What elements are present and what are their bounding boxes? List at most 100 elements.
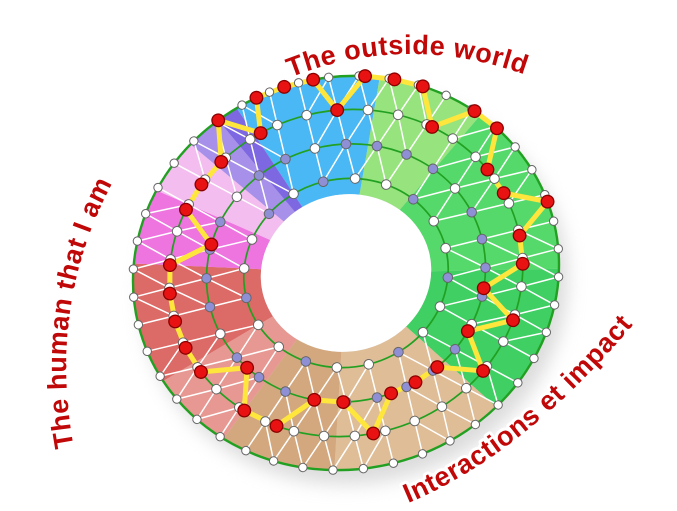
- node: [172, 394, 182, 404]
- sector-violet-light: [190, 120, 295, 222]
- donut-hole: [260, 194, 432, 352]
- sector-tan: [223, 339, 342, 471]
- node: [427, 163, 439, 175]
- node: [280, 386, 291, 397]
- node: [263, 208, 275, 220]
- node: [553, 244, 563, 254]
- node: [407, 193, 419, 205]
- node: [447, 133, 459, 144]
- node: [155, 371, 165, 381]
- node: [272, 119, 283, 131]
- node: [133, 320, 144, 330]
- node: [371, 140, 383, 152]
- node: [480, 262, 491, 273]
- node: [215, 328, 226, 340]
- red-node: [249, 90, 264, 105]
- node: [371, 392, 383, 403]
- node: [252, 319, 264, 331]
- red-node: [179, 202, 193, 217]
- red-node: [162, 286, 177, 301]
- node: [417, 326, 429, 338]
- node: [516, 281, 527, 292]
- node: [513, 378, 523, 388]
- node: [189, 136, 199, 146]
- node: [241, 292, 252, 304]
- red-node: [178, 340, 193, 355]
- node: [253, 371, 265, 383]
- node: [428, 215, 440, 227]
- node: [192, 414, 202, 425]
- red-node: [515, 256, 530, 271]
- red-node: [307, 392, 322, 407]
- node: [510, 142, 520, 152]
- red-node: [384, 386, 399, 401]
- node: [476, 233, 488, 245]
- node: [349, 430, 361, 442]
- node: [244, 134, 256, 145]
- red-node: [204, 237, 219, 252]
- node: [140, 209, 151, 219]
- node: [466, 206, 477, 218]
- node: [246, 234, 258, 245]
- node: [549, 300, 560, 310]
- node: [529, 353, 539, 364]
- node: [358, 463, 369, 474]
- node: [417, 449, 428, 459]
- red-node: [467, 104, 482, 119]
- node: [231, 191, 243, 203]
- node: [541, 327, 552, 337]
- node: [204, 301, 216, 313]
- red-node: [162, 258, 177, 273]
- node: [309, 143, 321, 154]
- red-node: [330, 103, 345, 118]
- sector-cyan: [236, 75, 380, 208]
- node: [142, 346, 152, 357]
- node: [388, 458, 399, 468]
- yellow-profile-path: [167, 73, 551, 436]
- node: [393, 346, 404, 358]
- node: [171, 225, 183, 237]
- red-node: [540, 194, 555, 209]
- red-node: [193, 365, 208, 379]
- red-node: [237, 403, 252, 418]
- node: [128, 264, 139, 274]
- red-node: [387, 72, 402, 87]
- node: [317, 176, 329, 188]
- sector-pink-light: [156, 144, 284, 240]
- node: [132, 236, 143, 246]
- node: [238, 263, 250, 274]
- node: [288, 188, 299, 200]
- red-node: [408, 375, 423, 390]
- red-node: [512, 228, 527, 243]
- red-node: [430, 360, 445, 375]
- red-node: [306, 72, 321, 87]
- node: [260, 416, 271, 427]
- node: [493, 400, 503, 410]
- node: [380, 425, 391, 437]
- node: [553, 272, 564, 282]
- red-node: [480, 162, 495, 177]
- node: [349, 173, 361, 184]
- red-node: [240, 360, 255, 375]
- node: [449, 183, 461, 194]
- node: [215, 216, 226, 228]
- node: [300, 356, 312, 367]
- red-node: [506, 313, 520, 328]
- node: [201, 273, 212, 284]
- red-node: [490, 121, 504, 136]
- node: [169, 158, 179, 168]
- node: [460, 382, 472, 394]
- node: [328, 465, 338, 475]
- node: [280, 153, 291, 165]
- node: [129, 292, 139, 302]
- node: [440, 242, 451, 254]
- node: [363, 358, 375, 370]
- sector-green-light: [359, 77, 481, 210]
- node: [489, 173, 500, 184]
- label-outside-world: The outside world: [282, 30, 532, 83]
- red-node: [269, 419, 284, 433]
- node: [268, 456, 279, 466]
- red-node: [415, 79, 430, 94]
